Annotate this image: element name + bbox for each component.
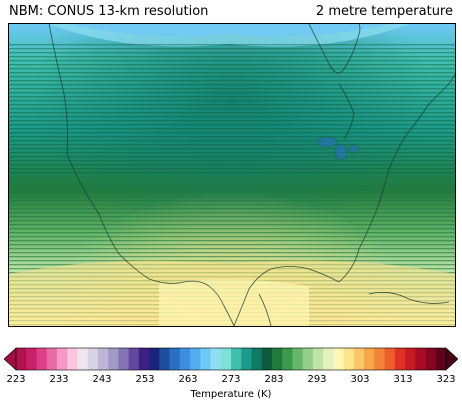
temperature-map: [8, 23, 456, 327]
colorbar-cell: [220, 348, 232, 370]
colorbar-cell: [108, 348, 119, 370]
colorbar-cell: [97, 348, 109, 370]
colorbar-cell: [190, 348, 201, 370]
colorbar-label: Temperature (K): [190, 389, 272, 400]
colorbar-tick-label: 323: [436, 374, 456, 385]
colorbar-tick-label: 253: [135, 374, 155, 385]
colorbar-cell: [210, 348, 222, 370]
colorbar-cell: [128, 348, 140, 370]
colorbar-cell: [415, 348, 426, 370]
colorbar-tick-label: 223: [6, 374, 26, 385]
colorbar-cell: [36, 348, 48, 370]
colorbar-tick-labels: 223 233 243 253 263 273 283 293 303 313 323: [0, 374, 462, 388]
colorbar-tick-label: 313: [393, 374, 413, 385]
colorbar-cell: [333, 348, 345, 370]
colorbar-tick-label: 273: [221, 374, 241, 385]
lakes-layer: [316, 136, 360, 161]
colorbar-cell: [405, 348, 416, 370]
colorbar-cell: [159, 348, 170, 370]
colorbar-extend-min: [3, 347, 17, 371]
colorbar-cell: [179, 348, 191, 370]
colorbar-tick-label: 303: [350, 374, 370, 385]
colorbar-cell: [138, 348, 150, 370]
variable-title: 2 metre temperature: [315, 4, 453, 19]
colorbar-cell: [364, 348, 375, 370]
colorbar-cell: [435, 348, 447, 370]
colorbar-cell: [77, 348, 89, 370]
coastline-layer: [48, 24, 455, 326]
colorbar-outline: [15, 347, 447, 371]
colorbar: [3, 347, 459, 371]
colorbar-tick-label: 233: [49, 374, 69, 385]
colorbar-cell: [200, 348, 211, 370]
colorbar-cell: [87, 348, 99, 370]
colorbar-cell: [16, 348, 27, 370]
colorbar-cell: [56, 348, 68, 370]
colorbar-cell: [374, 348, 385, 370]
colorbar-tick-label: 243: [92, 374, 112, 385]
colorbar-cell: [312, 348, 324, 370]
colorbar-cell: [384, 348, 396, 370]
colorbar-cell: [343, 348, 355, 370]
map-title: NBM: CONUS 13-km resolution: [9, 4, 209, 19]
colorbar-cells: [16, 348, 447, 370]
colorbar-cell: [353, 348, 365, 370]
colorbar-cell: [282, 348, 293, 370]
colorbar-cell: [231, 348, 242, 370]
colorbar-cell: [425, 348, 437, 370]
colorbar-cell: [241, 348, 252, 370]
colorbar-tick-label: 283: [264, 374, 284, 385]
colorbar-cell: [323, 348, 334, 370]
colorbar-cell: [302, 348, 314, 370]
colorbar-cell: [261, 348, 273, 370]
colorbar-cell: [46, 348, 58, 370]
colorbar-cell: [169, 348, 181, 370]
colorbar-extend-max: [445, 347, 459, 371]
colorbar-cell: [271, 348, 283, 370]
colorbar-tick-label: 293: [307, 374, 327, 385]
colorbar-cell: [149, 348, 160, 370]
colorbar-cell: [67, 348, 78, 370]
colorbar-cell: [26, 348, 37, 370]
colorbar-cell: [251, 348, 263, 370]
colorbar-tick-label: 263: [178, 374, 198, 385]
colorbar-cell: [394, 348, 406, 370]
colorbar-cell: [292, 348, 304, 370]
colorbar-cell: [118, 348, 130, 370]
